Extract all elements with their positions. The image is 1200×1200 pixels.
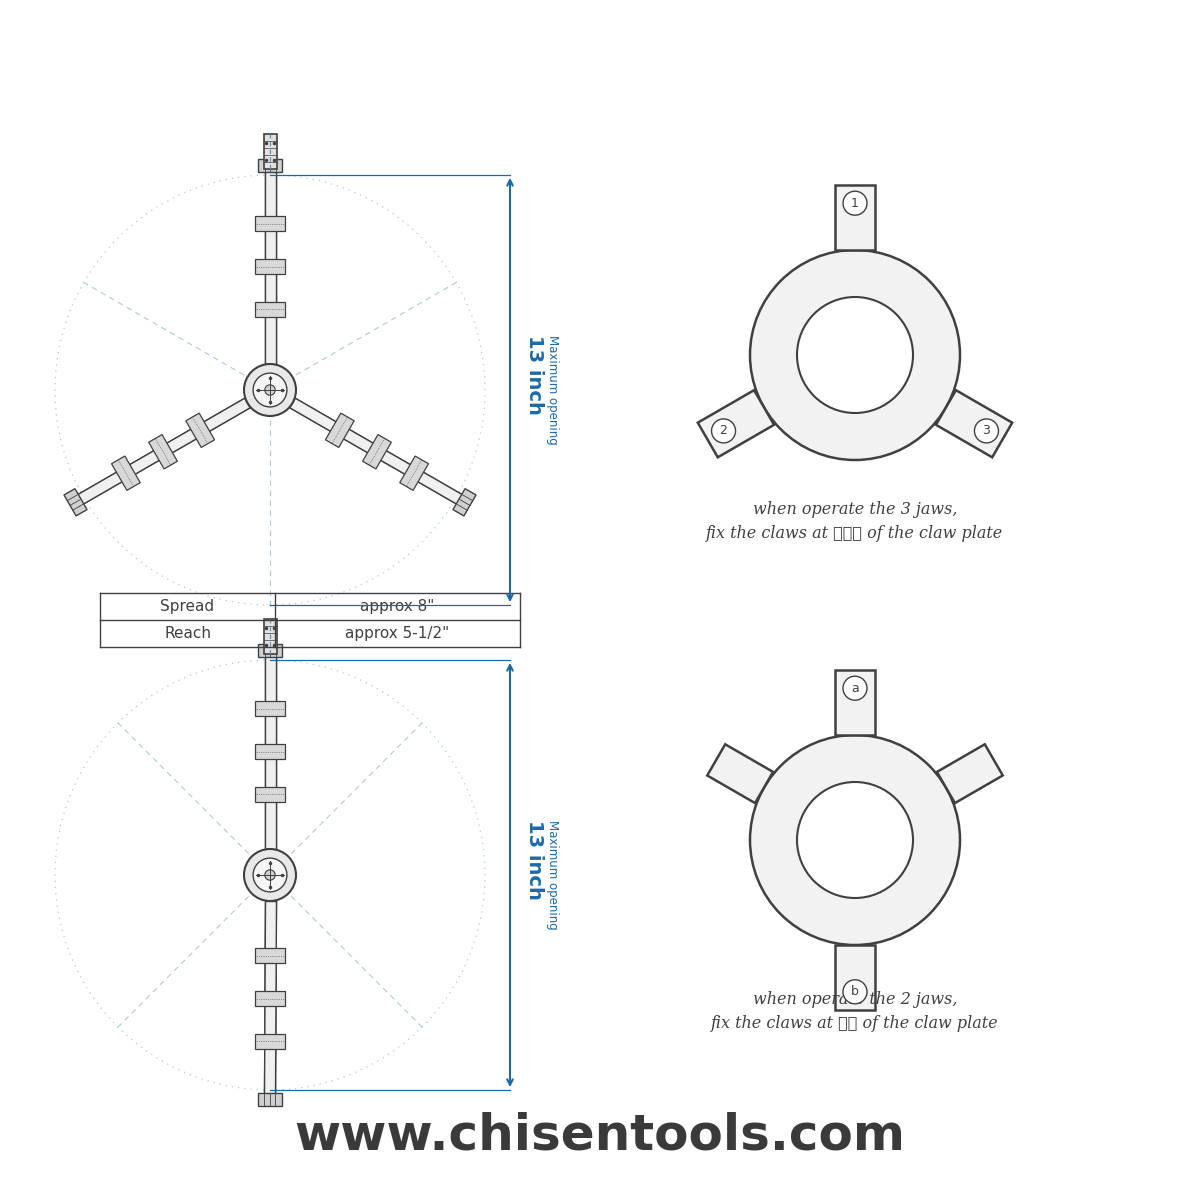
Circle shape	[797, 782, 913, 898]
Polygon shape	[258, 1093, 282, 1106]
Circle shape	[712, 419, 736, 443]
Polygon shape	[254, 991, 286, 1006]
Circle shape	[244, 850, 296, 901]
Polygon shape	[264, 901, 276, 1096]
Circle shape	[265, 870, 275, 881]
Text: www.chisentools.com: www.chisentools.com	[294, 1111, 906, 1159]
Circle shape	[750, 250, 960, 460]
Circle shape	[265, 385, 275, 395]
Text: Maximum opening: Maximum opening	[546, 820, 559, 930]
Circle shape	[253, 373, 287, 407]
Polygon shape	[258, 160, 282, 172]
Text: b: b	[851, 985, 859, 998]
Polygon shape	[835, 670, 875, 734]
Circle shape	[244, 364, 296, 416]
Circle shape	[842, 979, 866, 1003]
Polygon shape	[254, 701, 286, 716]
Text: Maximum opening: Maximum opening	[546, 335, 559, 445]
Polygon shape	[254, 744, 286, 760]
Polygon shape	[254, 259, 286, 275]
Polygon shape	[258, 644, 282, 656]
Polygon shape	[400, 456, 428, 491]
Polygon shape	[64, 488, 88, 516]
Circle shape	[797, 296, 913, 413]
Text: fix the claws at ⓐⓑ of the claw plate: fix the claws at ⓐⓑ of the claw plate	[712, 1015, 998, 1032]
Polygon shape	[289, 398, 464, 505]
Text: when operate the 2 jaws,: when operate the 2 jaws,	[752, 991, 958, 1008]
Polygon shape	[76, 398, 251, 505]
Polygon shape	[835, 185, 875, 250]
Polygon shape	[264, 169, 276, 364]
Bar	[264, 619, 276, 654]
Text: 13 inch: 13 inch	[526, 335, 544, 415]
Text: when operate the 3 jaws,: when operate the 3 jaws,	[752, 502, 958, 518]
Circle shape	[253, 858, 287, 892]
Polygon shape	[937, 744, 1003, 803]
Text: 2: 2	[720, 425, 727, 437]
Polygon shape	[254, 216, 286, 232]
Polygon shape	[254, 948, 286, 964]
Bar	[264, 134, 276, 169]
Polygon shape	[254, 301, 286, 317]
Circle shape	[842, 191, 866, 215]
Text: approx 8": approx 8"	[360, 599, 434, 614]
Polygon shape	[707, 744, 773, 803]
Circle shape	[842, 677, 866, 700]
Text: 3: 3	[983, 425, 990, 438]
Circle shape	[974, 419, 998, 443]
Text: 13 inch: 13 inch	[526, 820, 544, 900]
Polygon shape	[254, 1033, 286, 1049]
Polygon shape	[112, 456, 140, 491]
Polygon shape	[264, 654, 276, 850]
Text: approx 5-1/2": approx 5-1/2"	[346, 626, 450, 641]
Text: Reach: Reach	[164, 626, 211, 641]
Polygon shape	[186, 413, 215, 448]
Polygon shape	[149, 434, 178, 469]
Text: 1: 1	[851, 197, 859, 210]
Text: fix the claws at ①②③ of the claw plate: fix the claws at ①②③ of the claw plate	[707, 526, 1003, 542]
Circle shape	[750, 734, 960, 946]
Polygon shape	[452, 488, 476, 516]
Polygon shape	[254, 787, 286, 802]
Polygon shape	[835, 946, 875, 1010]
Polygon shape	[697, 390, 774, 457]
Text: Spread: Spread	[161, 599, 215, 614]
Text: a: a	[851, 682, 859, 695]
Polygon shape	[325, 413, 354, 448]
Polygon shape	[362, 434, 391, 469]
Polygon shape	[936, 390, 1013, 457]
